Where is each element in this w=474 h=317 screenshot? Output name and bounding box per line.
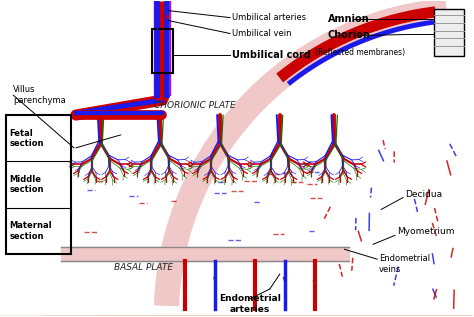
Wedge shape <box>0 316 473 317</box>
Text: Maternal
section: Maternal section <box>9 221 52 241</box>
FancyArrow shape <box>213 274 217 284</box>
FancyArrow shape <box>165 13 169 21</box>
Text: Chorion: Chorion <box>328 30 370 41</box>
FancyArrow shape <box>161 13 164 21</box>
Text: Middle
section: Middle section <box>9 175 44 194</box>
Polygon shape <box>155 0 447 306</box>
Text: Endometrial
arteries: Endometrial arteries <box>219 294 281 314</box>
Text: Amnion: Amnion <box>328 14 369 23</box>
Wedge shape <box>214 316 473 317</box>
Wedge shape <box>45 316 473 317</box>
FancyArrow shape <box>283 274 287 284</box>
Text: Umbilical arteries: Umbilical arteries <box>232 13 306 22</box>
Text: (Reflected membranes): (Reflected membranes) <box>315 48 405 57</box>
Text: Decidua: Decidua <box>405 190 442 199</box>
Text: CHORIONIC PLATE: CHORIONIC PLATE <box>155 100 236 110</box>
Bar <box>434 9 464 56</box>
Text: Umbilical cord: Umbilical cord <box>232 50 311 60</box>
FancyArrow shape <box>312 274 317 284</box>
Text: Villus
parenchyma: Villus parenchyma <box>13 86 66 105</box>
Bar <box>152 29 173 73</box>
Bar <box>6 115 71 254</box>
Text: Umbilical vein: Umbilical vein <box>232 29 292 38</box>
FancyArrow shape <box>183 274 187 284</box>
Text: Myometrium: Myometrium <box>397 227 455 236</box>
FancyArrow shape <box>155 23 159 30</box>
Wedge shape <box>156 316 473 317</box>
Text: BASAL PLATE: BASAL PLATE <box>114 262 173 272</box>
Wedge shape <box>100 316 473 317</box>
Text: Endometrial
veins: Endometrial veins <box>379 255 430 274</box>
FancyArrow shape <box>253 274 257 284</box>
Text: Fetal
section: Fetal section <box>9 128 44 148</box>
